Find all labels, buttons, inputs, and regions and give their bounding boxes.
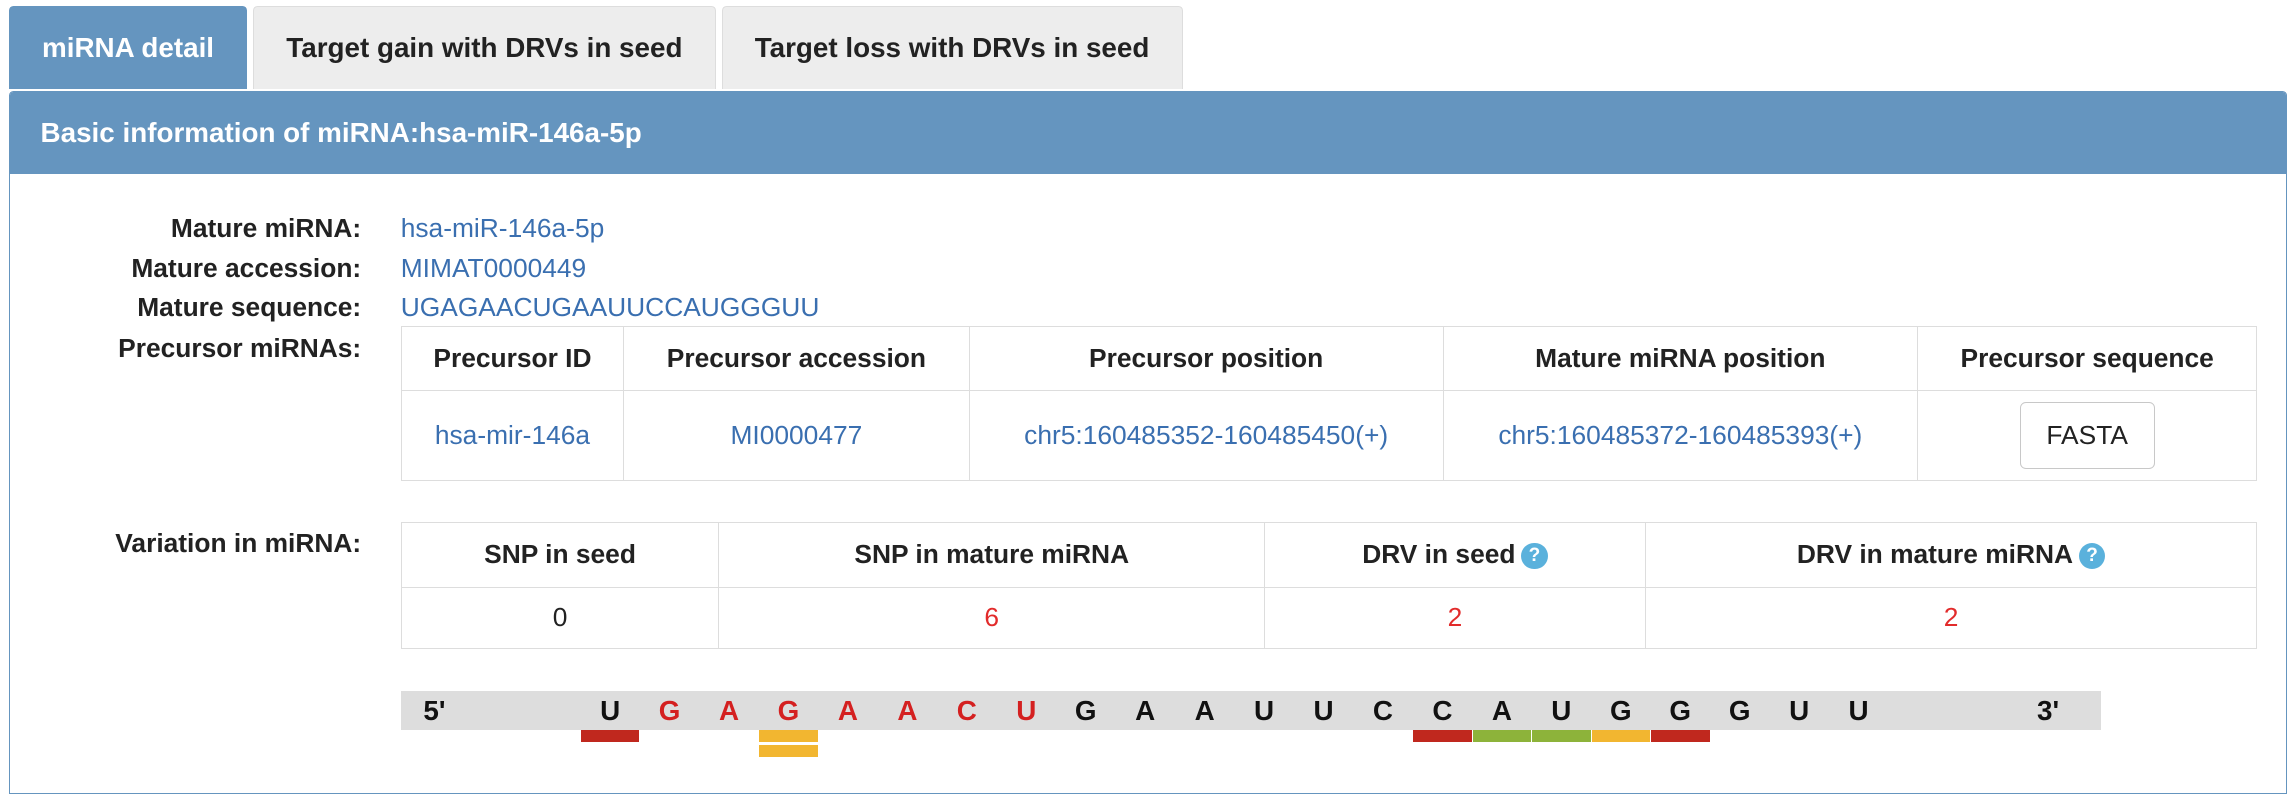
three-prime-label: 3' (2037, 694, 2060, 726)
variant-marker-3[interactable] (759, 744, 818, 757)
nucleotide-13: U (1313, 694, 1334, 726)
mature-position-link[interactable]: chr5:160485372-160485393(+) (1498, 420, 1863, 451)
drv-seed-count[interactable]: 2 (1264, 586, 1646, 650)
mature-mirna-label: Mature miRNA: (170, 213, 362, 244)
mature-mirna-link[interactable]: hsa-miR-146a-5p (400, 213, 605, 244)
precursor-position-link[interactable]: chr5:160485352-160485450(+) (1024, 420, 1389, 451)
nucleotide-22: U (1848, 694, 1869, 726)
header-precursor-id: Precursor ID (400, 326, 625, 392)
nucleotide-12: U (1254, 694, 1275, 726)
header-drv-seed: DRV in seed? (1264, 522, 1646, 588)
variant-marker-1[interactable] (580, 730, 640, 742)
precursor-accession-link[interactable]: MI0000477 (730, 420, 863, 451)
tab-mirna-detail[interactable]: miRNA detail (8, 5, 248, 90)
snp-seed-count: 0 (400, 586, 720, 650)
header-precursor-accession: Precursor accession (623, 326, 970, 392)
tab-bar: miRNA detail Target gain with DRVs in se… (8, 5, 1189, 90)
precursor-table: Precursor ID Precursor accession Precurs… (400, 326, 2258, 481)
variation-label: Variation in miRNA: (115, 528, 362, 559)
basic-info-panel: Basic information of miRNA:hsa-miR-146a-… (8, 90, 2288, 794)
header-drv-seed-text: DRV in seed (1362, 539, 1516, 570)
precursor-id-link[interactable]: hsa-mir-146a (434, 420, 591, 451)
header-drv-mature-text: DRV in mature miRNA (1796, 539, 2074, 570)
snp-mature-count[interactable]: 6 (718, 586, 1266, 650)
variant-marker-4[interactable] (1413, 730, 1472, 742)
precursor-mirnas-label: Precursor miRNAs: (118, 333, 362, 364)
nucleotide-8: U (1016, 694, 1037, 726)
nucleotide-17: U (1551, 694, 1572, 726)
precursor-table-header: Precursor ID Precursor accession Precurs… (400, 326, 2258, 392)
variation-table-header: SNP in seed SNP in mature miRNA DRV in s… (400, 522, 2258, 588)
header-precursor-position: Precursor position (968, 326, 1444, 392)
nucleotide-1: U (600, 694, 621, 726)
nucleotide-6: A (897, 694, 918, 726)
nucleotide-15: C (1432, 694, 1453, 726)
variation-table: SNP in seed SNP in mature miRNA DRV in s… (400, 522, 2258, 650)
header-precursor-sequence: Precursor sequence (1916, 326, 2258, 392)
nucleotide-7: C (956, 694, 977, 726)
table-row: hsa-mir-146a MI0000477 chr5:160485352-16… (400, 390, 2258, 481)
nucleotide-10: A (1135, 694, 1156, 726)
variant-marker-2[interactable] (759, 730, 818, 742)
nucleotide-21: U (1789, 694, 1810, 726)
nucleotide-2: G (658, 694, 681, 726)
mature-accession-label: Mature accession: (131, 252, 362, 283)
question-circle-icon[interactable]: ? (1521, 542, 1548, 569)
nucleotide-14: C (1372, 694, 1394, 726)
header-mature-position: Mature miRNA position (1442, 326, 1918, 392)
header-snp-seed: SNP in seed (400, 522, 720, 588)
nucleotide-20: G (1728, 694, 1751, 726)
nucleotide-18: G (1609, 694, 1632, 726)
variant-marker-5[interactable] (1472, 730, 1532, 742)
tab-target-gain[interactable]: Target gain with DRVs in seed (253, 5, 716, 90)
tab-target-loss[interactable]: Target loss with DRVs in seed (721, 5, 1183, 90)
variant-markers (401, 730, 2101, 759)
nucleotide-19: G (1669, 694, 1692, 726)
five-prime-label: 5' (423, 694, 446, 726)
nucleotide-9: G (1074, 694, 1097, 726)
header-snp-mature: SNP in mature miRNA (718, 522, 1266, 588)
nucleotide-3: A (718, 694, 740, 726)
mature-sequence-label: Mature sequence: (137, 292, 362, 323)
nucleotide-16: A (1491, 694, 1512, 726)
variant-marker-7[interactable] (1591, 730, 1651, 742)
nucleotide-11: A (1194, 694, 1215, 726)
table-row: 0 6 2 2 (400, 586, 2258, 650)
fasta-button[interactable]: FASTA (2019, 401, 2155, 470)
panel-title: Basic information of miRNA:hsa-miR-146a-… (9, 91, 2287, 174)
mature-accession-link[interactable]: MIMAT0000449 (400, 252, 587, 283)
sequence-diagram: 5' 3' U G A G A A C U G A A U U C C A U G G G U U (400, 690, 2101, 731)
nucleotide-4: G (777, 694, 800, 726)
header-drv-mature: DRV in mature miRNA? (1644, 522, 2258, 588)
question-circle-icon[interactable]: ? (2078, 542, 2106, 569)
variant-marker-8[interactable] (1650, 730, 1710, 742)
drv-mature-count[interactable]: 2 (1644, 586, 2258, 650)
nucleotide-5: A (837, 694, 858, 726)
mature-sequence-value: UGAGAACUGAAUUCCAUGGGUU (400, 292, 820, 323)
variant-marker-6[interactable] (1532, 730, 1591, 742)
